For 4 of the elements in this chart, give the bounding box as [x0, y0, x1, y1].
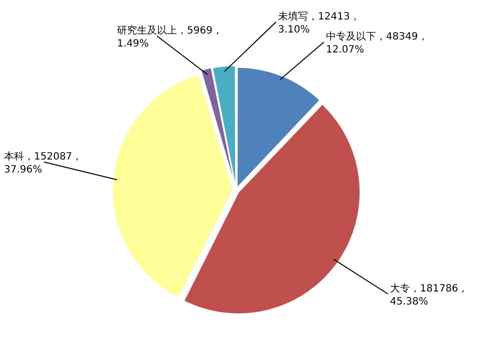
slice-label: 研究生及以上，5969，1.49% — [117, 24, 222, 50]
slice-label: 本科，152087，37.96% — [4, 150, 82, 176]
slice-label: 大专，181786，45.38% — [390, 282, 468, 308]
slice-label: 中专及以下，48349，12.07% — [326, 30, 428, 56]
